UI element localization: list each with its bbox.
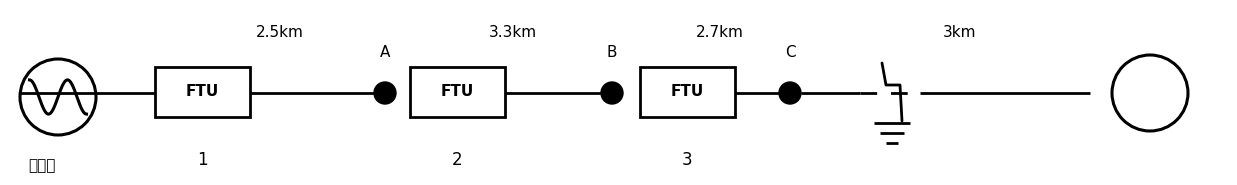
Circle shape (374, 82, 396, 104)
Text: 3.3km: 3.3km (489, 25, 537, 40)
Circle shape (779, 82, 802, 104)
Text: C: C (784, 45, 795, 60)
Text: FTU: FTU (670, 85, 704, 100)
Text: B: B (607, 45, 617, 60)
Text: 2: 2 (452, 151, 463, 169)
Text: 3km: 3km (944, 25, 977, 40)
Text: FTU: FTU (440, 85, 474, 100)
Text: 2.5km: 2.5km (256, 25, 304, 40)
Circle shape (601, 82, 623, 104)
Text: 1: 1 (197, 151, 208, 169)
Text: 3: 3 (682, 151, 693, 169)
Text: 2.7km: 2.7km (696, 25, 743, 40)
Text: 电源侧: 电源侧 (28, 158, 56, 173)
FancyBboxPatch shape (155, 67, 250, 117)
Text: A: A (380, 45, 390, 60)
Text: FTU: FTU (186, 85, 219, 100)
FancyBboxPatch shape (640, 67, 735, 117)
FancyBboxPatch shape (409, 67, 505, 117)
